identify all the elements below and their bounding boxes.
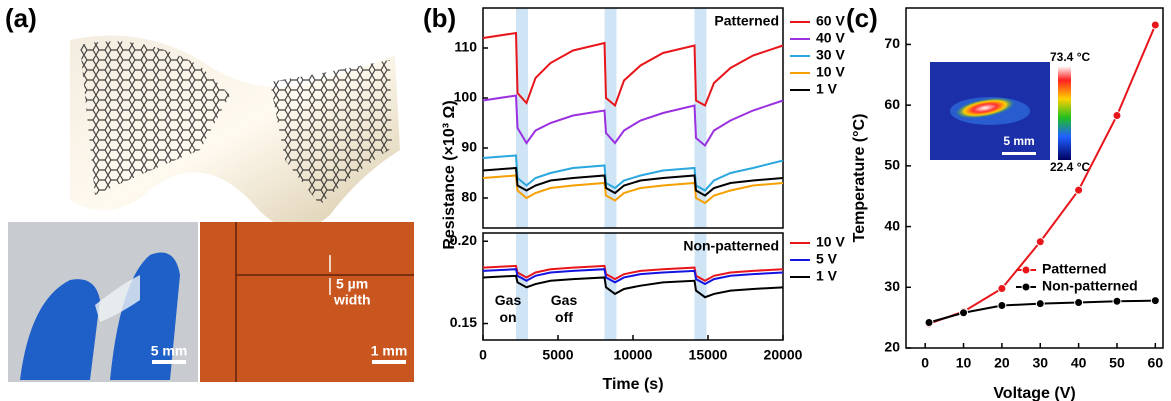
data-point (924, 318, 934, 327)
legend-label: 60 V (816, 13, 845, 29)
y-axis-label: Resistance (×10³ Ω) (441, 100, 458, 249)
plot-frame (905, 7, 1164, 349)
legend-label: 1 V (816, 268, 838, 284)
legend-label: 40 V (816, 30, 845, 46)
y-tick-label: 50 (884, 157, 900, 173)
legend-marker (1021, 265, 1031, 275)
series-line (482, 94, 784, 148)
annotation-box: Gas on (494, 292, 522, 325)
legend-label: 1 V (816, 81, 838, 97)
panel-label: (b) (423, 3, 456, 33)
y-tick-label: 0.20 (450, 232, 477, 248)
series-line (482, 174, 784, 205)
x-tick-label: 50 (1109, 355, 1125, 371)
y-tick-label: 60 (884, 96, 900, 112)
thermal-inset (930, 62, 1071, 160)
series-line (482, 166, 784, 197)
series-line (482, 154, 784, 192)
x-tick-label: 5000 (542, 347, 573, 363)
x-tick-label: 10 (956, 355, 972, 371)
data-point (1074, 185, 1084, 195)
data-point (997, 301, 1007, 310)
y-axis-label: Temperature (°C) (851, 114, 868, 243)
y-tick-label: 90 (461, 139, 477, 155)
y-tick-label: 110 (454, 39, 477, 55)
inset-min-label: 22.4 °C (1050, 160, 1090, 174)
scale-bar-label: 1 mm (371, 343, 408, 359)
gas-span (694, 8, 707, 228)
gas-span (694, 233, 707, 340)
x-tick-label: 20000 (764, 347, 803, 363)
x-tick-label: 0 (921, 355, 929, 371)
width-note: 5 µm (336, 276, 368, 292)
x-tick-label: 20 (994, 355, 1010, 371)
y-tick-label: 70 (884, 35, 900, 51)
legend-title: Patterned (714, 13, 779, 29)
y-tick-label: 80 (461, 189, 477, 205)
plot-frame (482, 7, 784, 229)
inset-scale-label: 5 mm (1003, 134, 1034, 148)
x-tick-label: 30 (1032, 355, 1048, 371)
x-tick-label: 15000 (689, 347, 728, 363)
gas-span (516, 8, 528, 228)
legend-label: 10 V (816, 64, 845, 80)
y-tick-label: 0.15 (450, 314, 477, 330)
y-tick-label: 40 (884, 217, 900, 233)
legend-label: 5 V (816, 251, 838, 267)
annotation-box: Gas off (550, 292, 578, 325)
data-point (1112, 296, 1122, 306)
y-tick-label: 30 (884, 278, 900, 294)
inset-max-label: 73.4 °C (1050, 50, 1090, 64)
x-tick-label: 10000 (614, 347, 653, 363)
data-point (1150, 20, 1160, 30)
legend-marker (1021, 282, 1031, 292)
data-point (1112, 110, 1122, 120)
x-tick-label: 0 (479, 347, 487, 363)
annotation: Gas off (550, 292, 578, 325)
legend-title: Non-patterned (683, 238, 779, 254)
data-point (1035, 237, 1045, 247)
series-line (482, 31, 784, 108)
legend-label: 10 V (816, 234, 845, 250)
data-point (997, 284, 1007, 293)
legend-label: Patterned (1042, 261, 1107, 277)
x-axis-label: Time (s) (602, 376, 663, 393)
scale-bar-label: 5 mm (151, 343, 188, 359)
annotation: Gas on (494, 292, 522, 325)
x-tick-label: 40 (1071, 355, 1087, 371)
x-tick-label: 60 (1148, 355, 1164, 371)
y-tick-label: 100 (454, 89, 478, 105)
gas-span (604, 233, 617, 340)
series-line (482, 264, 784, 282)
legend-label: 30 V (816, 47, 845, 63)
data-point (959, 308, 969, 318)
series-line (482, 268, 784, 286)
panel-label: (a) (5, 3, 37, 33)
series-line (482, 274, 784, 299)
legend-label: Non-patterned (1042, 278, 1138, 294)
y-tick-label: 20 (884, 339, 900, 355)
panel-label: (c) (846, 3, 878, 33)
panel-a-photos (8, 35, 414, 382)
x-axis-label: Voltage (V) (993, 385, 1075, 401)
data-point (1035, 299, 1045, 309)
gas-span (516, 233, 528, 340)
width-note: width (333, 292, 371, 308)
gas-span (604, 8, 617, 228)
data-point (1150, 296, 1160, 306)
data-point (1074, 297, 1084, 307)
